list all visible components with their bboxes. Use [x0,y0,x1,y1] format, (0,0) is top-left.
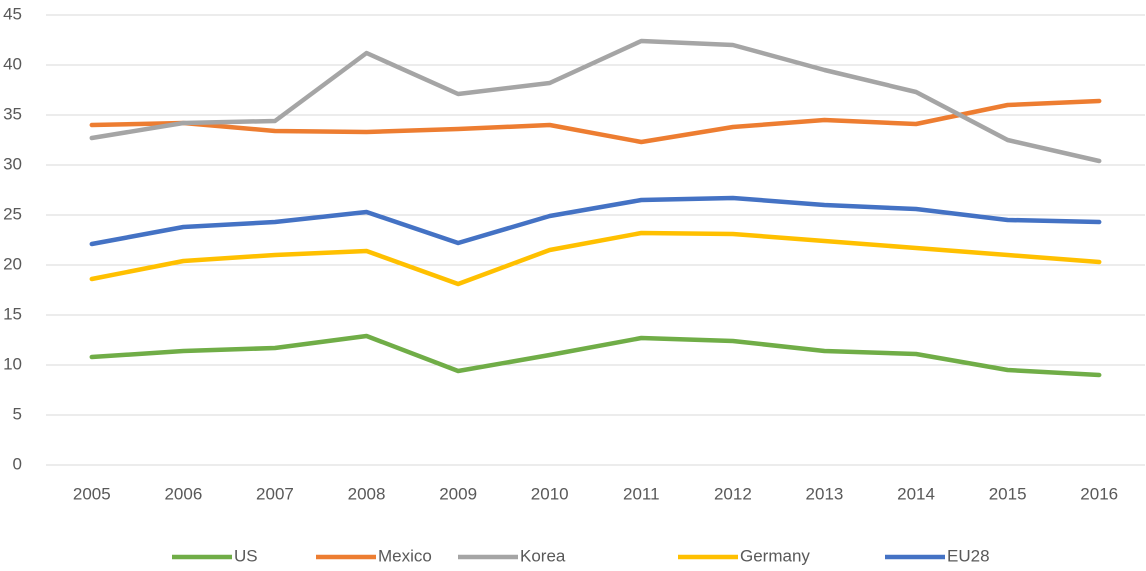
series-line [89,333,1102,378]
y-tick-label: 30 [3,154,22,173]
legend-label: US [234,546,258,565]
series-line [89,195,1102,247]
legend-label: Korea [520,546,566,565]
legend-label: EU28 [947,546,990,565]
y-tick-label: 35 [3,104,22,123]
x-tick-label: 2007 [256,484,294,503]
x-tick-label: 2015 [989,484,1027,503]
x-tick-label: 2013 [806,484,844,503]
x-tick-label: 2016 [1080,484,1118,503]
legend-label: Mexico [378,546,432,565]
y-tick-label: 40 [3,54,22,73]
x-tick-label: 2005 [73,484,111,503]
x-tick-label: 2006 [164,484,202,503]
y-tick-label: 5 [13,404,22,423]
y-tick-label: 45 [3,4,22,23]
x-tick-label: 2010 [531,484,569,503]
x-tick-label: 2011 [623,484,660,503]
y-tick-label: 25 [3,204,22,223]
x-tick-label: 2012 [714,484,752,503]
y-tick-label: 20 [3,254,22,273]
series-line [89,230,1102,287]
y-tick-label: 0 [13,454,22,473]
y-tick-label: 10 [3,354,22,373]
x-tick-label: 2008 [348,484,386,503]
y-tick-label: 15 [3,304,22,323]
series-line [89,38,1102,164]
x-tick-label: 2014 [897,484,935,503]
legend-label: Germany [740,546,810,565]
series-line [89,98,1102,145]
x-tick-label: 2009 [439,484,477,503]
